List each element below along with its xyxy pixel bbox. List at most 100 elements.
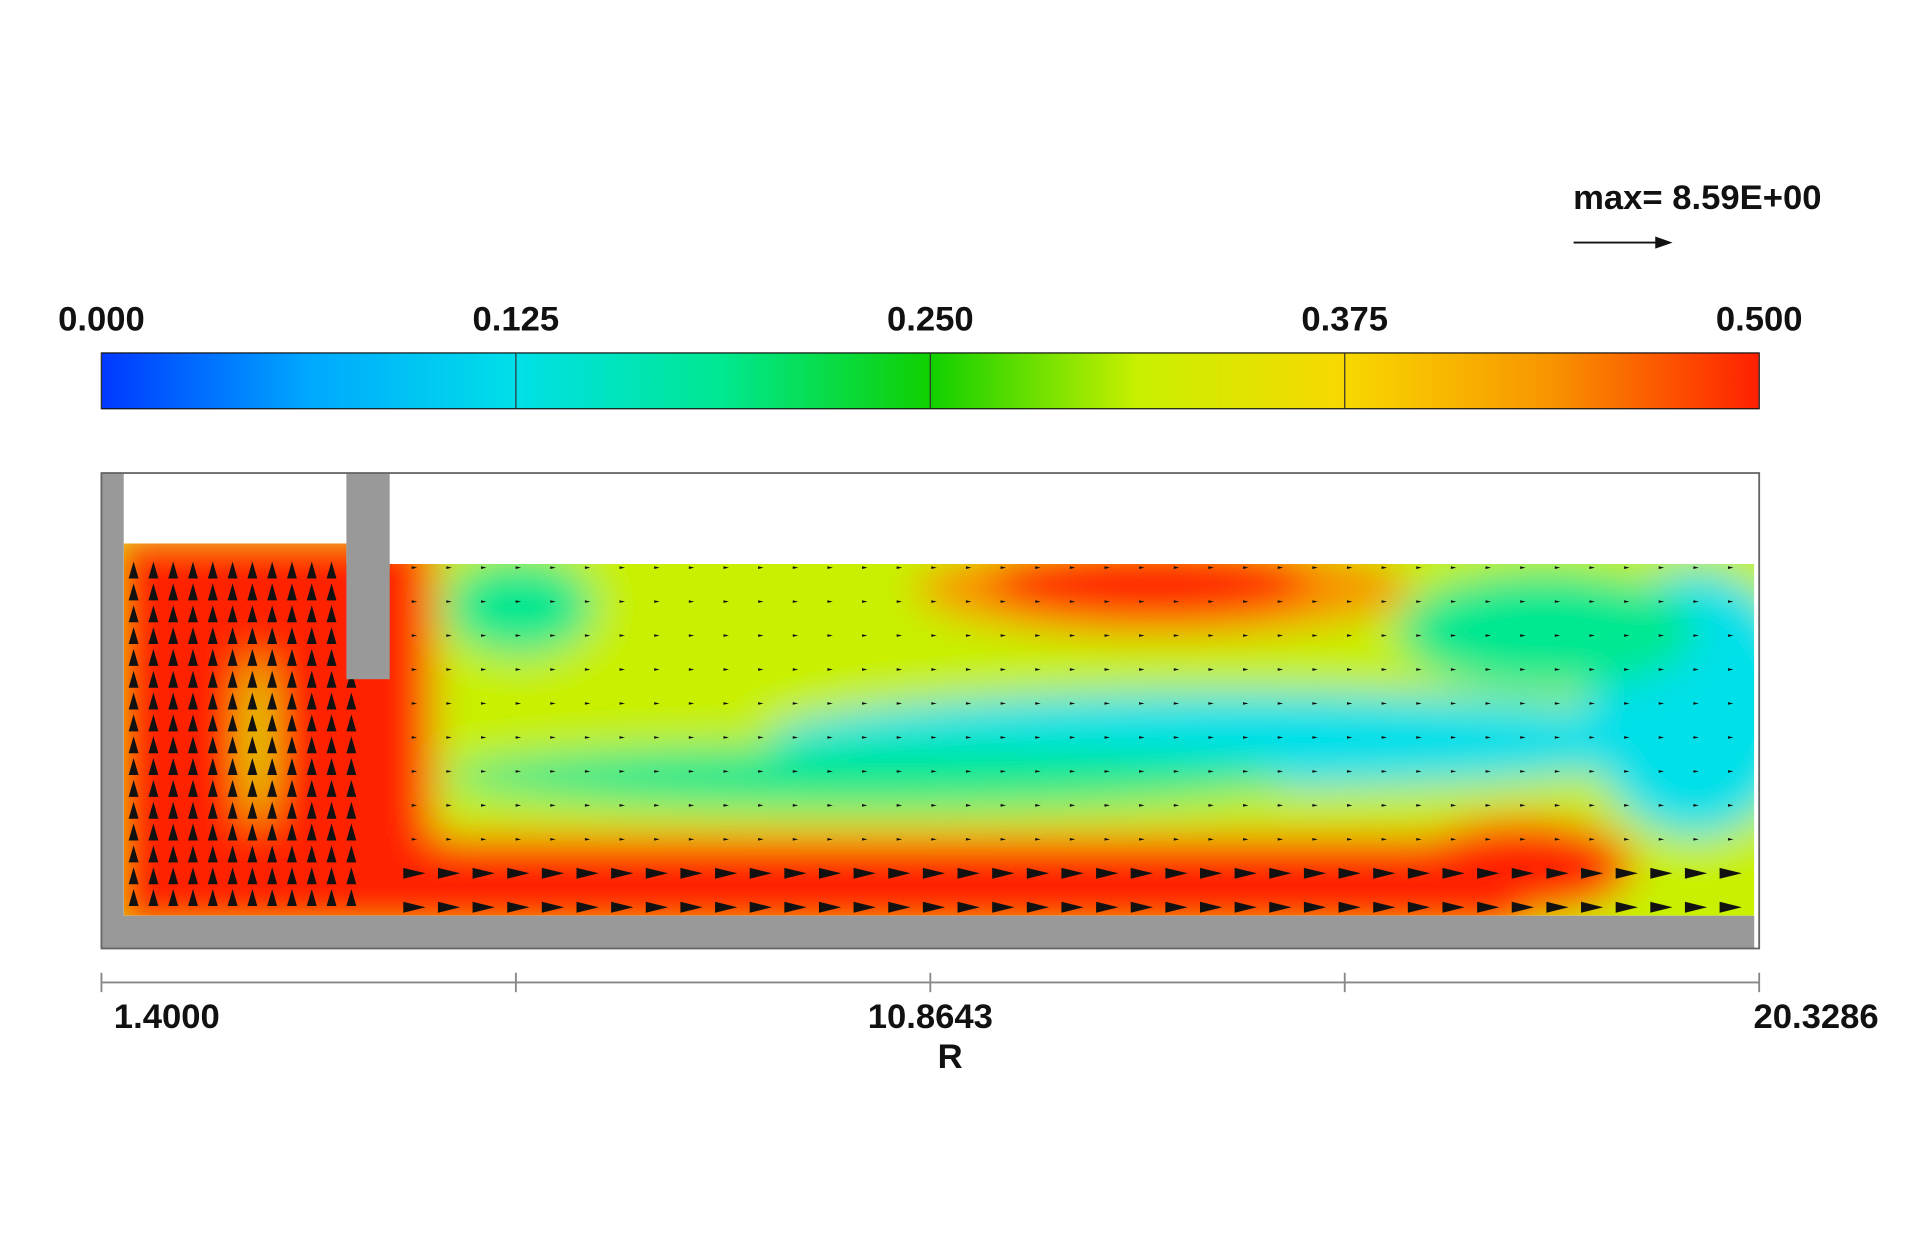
velocity-arrow	[688, 770, 695, 773]
velocity-arrow	[792, 566, 799, 569]
velocity-arrow	[619, 736, 625, 739]
velocity-arrow	[758, 668, 764, 671]
velocity-arrow	[346, 823, 357, 841]
velocity-arrow	[1520, 702, 1526, 705]
velocity-arrow	[1450, 566, 1457, 569]
velocity-arrow	[1069, 804, 1076, 807]
velocity-arrow	[792, 736, 799, 739]
velocity-field	[128, 561, 1742, 913]
velocity-arrow	[1693, 804, 1699, 807]
velocity-arrow	[1104, 634, 1110, 637]
velocity-arrow	[1000, 702, 1007, 705]
velocity-arrow	[1520, 770, 1526, 773]
velocity-arrow	[267, 561, 278, 579]
velocity-arrow	[267, 605, 278, 623]
velocity-arrow	[1243, 736, 1249, 739]
velocity-arrow	[287, 670, 297, 688]
velocity-arrow	[1485, 566, 1491, 569]
velocity-arrow	[931, 736, 937, 739]
velocity-arrow	[1104, 600, 1110, 603]
velocity-arrow	[584, 804, 591, 807]
velocity-arrow	[645, 867, 669, 879]
velocity-arrow	[168, 605, 179, 623]
velocity-arrow	[654, 770, 660, 773]
velocity-arrow	[931, 837, 937, 841]
velocity-arrow	[1624, 702, 1630, 705]
velocity-arrow	[619, 837, 625, 841]
velocity-arrow	[1442, 901, 1465, 913]
velocity-arrow	[1069, 566, 1076, 569]
velocity-arrow	[207, 889, 218, 907]
velocity-arrow	[1061, 901, 1084, 913]
velocity-arrow	[1485, 837, 1491, 841]
velocity-arrow	[853, 867, 876, 879]
velocity-arrow	[715, 901, 738, 913]
velocity-arrow	[1277, 804, 1284, 807]
velocity-arrow	[965, 702, 972, 705]
velocity-arrow	[1338, 867, 1361, 879]
velocity-arrow	[1416, 600, 1422, 603]
velocity-arrow	[287, 692, 297, 710]
velocity-arrow	[1312, 804, 1318, 807]
velocity-arrow	[306, 605, 317, 623]
velocity-arrow	[1035, 804, 1041, 807]
velocity-arrow	[1096, 867, 1119, 879]
velocity-arrow	[168, 714, 179, 732]
velocity-arrow	[1624, 566, 1630, 569]
velocity-arrow	[584, 837, 591, 841]
velocity-arrow	[1303, 867, 1327, 879]
velocity-arrow	[326, 823, 337, 841]
velocity-arrow	[1684, 901, 1708, 913]
colorbar-tick-label: 0.000	[58, 301, 145, 339]
velocity-arrow	[168, 823, 179, 841]
velocity-arrow	[1346, 600, 1353, 603]
velocity-arrow	[1208, 736, 1214, 739]
velocity-arrow	[326, 605, 337, 623]
velocity-arrow	[1208, 804, 1214, 807]
velocity-arrow	[227, 736, 238, 754]
velocity-arrow	[550, 837, 556, 841]
velocity-arrow	[247, 714, 258, 732]
velocity-arrow	[688, 804, 695, 807]
field-region	[445, 557, 594, 655]
velocity-arrow	[267, 845, 278, 863]
velocity-arrow	[1589, 837, 1595, 841]
velocity-arrow	[688, 736, 695, 739]
velocity-arrow	[784, 901, 807, 913]
velocity-arrow	[1026, 867, 1050, 879]
velocity-arrow	[723, 837, 729, 841]
velocity-arrow	[965, 837, 972, 841]
velocity-arrow	[267, 692, 278, 710]
velocity-arrow	[287, 583, 297, 601]
velocity-arrow	[680, 901, 703, 913]
velocity-arrow	[862, 770, 868, 773]
velocity-arrow	[207, 627, 218, 645]
velocity-arrow	[1658, 702, 1665, 705]
velocity-arrow	[1693, 634, 1699, 637]
velocity-arrow	[1693, 566, 1699, 569]
velocity-arrow	[827, 566, 833, 569]
colorbar-tick-label: 0.500	[1716, 301, 1803, 339]
velocity-arrow	[965, 600, 972, 603]
velocity-arrow	[1407, 867, 1431, 879]
velocity-arrow	[688, 634, 695, 637]
velocity-arrow	[267, 714, 278, 732]
velocity-arrow	[1589, 600, 1595, 603]
velocity-arrow	[480, 702, 487, 705]
velocity-arrow	[267, 736, 278, 754]
velocity-arrow	[1485, 702, 1491, 705]
velocity-arrow	[931, 566, 937, 569]
velocity-arrow	[654, 566, 660, 569]
velocity-arrow	[188, 758, 198, 776]
velocity-arrow	[188, 779, 198, 797]
colorbar-tick-label: 0.250	[887, 301, 974, 339]
velocity-arrow	[306, 714, 317, 732]
velocity-arrow	[306, 889, 317, 907]
contour-blobs	[123, 543, 1755, 916]
reference-arrow-head	[1655, 236, 1673, 249]
velocity-arrow	[1104, 837, 1110, 841]
velocity-arrow	[965, 566, 972, 569]
velocity-arrow	[619, 770, 625, 773]
velocity-arrow	[168, 627, 179, 645]
